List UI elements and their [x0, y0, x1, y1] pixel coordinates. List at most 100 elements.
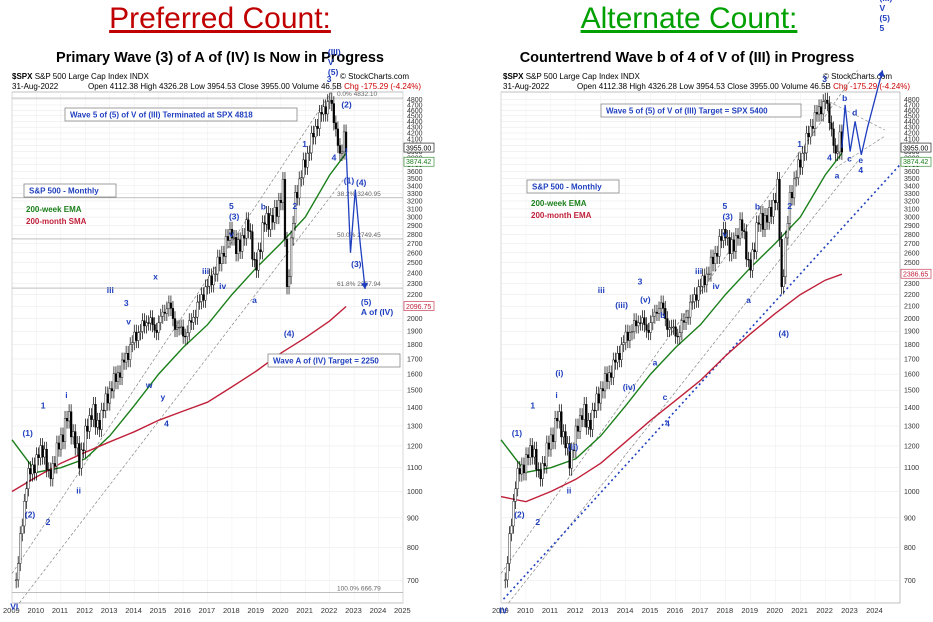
candle-body — [292, 223, 295, 239]
candle-body — [216, 256, 219, 275]
wave-label: 4 — [858, 165, 863, 175]
candle-body — [799, 159, 802, 168]
candle-body — [749, 259, 752, 271]
y-tick-label: 2300 — [904, 281, 920, 288]
candle-body — [718, 236, 721, 257]
candle-body — [88, 415, 91, 432]
candle-body — [53, 463, 56, 467]
y-tick-label: 4800 — [407, 97, 423, 104]
candle-body — [836, 151, 839, 154]
candle-body — [697, 286, 700, 301]
wave-label: (5) — [880, 13, 891, 23]
candle-body — [741, 219, 744, 231]
candle-body — [587, 420, 590, 428]
candle-body — [734, 235, 738, 252]
x-tick-label: 2010 — [517, 606, 534, 615]
sma-tag-box — [900, 268, 932, 279]
candle-body — [198, 301, 201, 303]
wave-label: i — [555, 390, 557, 400]
candle-body — [770, 207, 773, 217]
candle-body — [112, 373, 116, 392]
wave-label: v — [229, 229, 234, 239]
wave-label: (3) — [722, 211, 733, 221]
wave-label: e — [858, 155, 863, 165]
candle-body — [127, 353, 130, 360]
wave-label: y — [161, 392, 166, 402]
candle-body — [15, 579, 18, 581]
low-value-right: Low 3954.53 — [679, 82, 726, 91]
x-tick-label: 2012 — [567, 606, 584, 615]
candle-body — [803, 152, 806, 154]
candle-body — [27, 468, 30, 489]
candle-body — [724, 228, 727, 239]
y-tick-label: 2500 — [904, 260, 920, 267]
candle-body — [255, 259, 258, 271]
y-tick-label: 4200 — [904, 131, 920, 138]
y-tick-label: 2600 — [904, 250, 920, 257]
y-tick-label: 1000 — [407, 489, 423, 496]
x-tick-label: 2013 — [101, 606, 118, 615]
y-tick-label: 1700 — [407, 356, 423, 363]
wave-label: v — [722, 229, 727, 239]
candle-body — [510, 525, 513, 534]
y-tick-label: 2900 — [407, 223, 423, 230]
candle-body — [310, 132, 313, 154]
candle-body — [226, 236, 230, 241]
candle-body — [726, 237, 729, 239]
volume-value: Volume 46.5B — [292, 82, 342, 91]
wave-label: b — [261, 201, 266, 211]
ema-line — [11, 152, 347, 474]
candle-body — [200, 294, 203, 302]
candle-body — [149, 317, 152, 324]
candle-body — [163, 311, 166, 314]
candle-body — [693, 294, 696, 302]
candle-body — [560, 411, 563, 438]
candle-body — [568, 443, 571, 469]
y-tick-label: 1700 — [904, 356, 920, 363]
candle-body — [759, 213, 762, 225]
candle-body — [705, 273, 708, 286]
y-tick-label: 4400 — [904, 119, 920, 126]
candle-body — [177, 326, 181, 329]
candle-body — [522, 464, 526, 474]
candle-body — [653, 311, 656, 317]
y-tick-label: 1200 — [407, 443, 423, 450]
candle-body — [826, 99, 829, 104]
candle-body — [277, 200, 280, 217]
candle-body — [204, 286, 207, 301]
wave-label: 1 — [41, 401, 46, 411]
x-tick-label: 2023 — [345, 606, 362, 615]
wave-label: IV — [499, 605, 507, 615]
x-tick-label: 2009 — [492, 606, 509, 615]
open-value-right: Open 4112.38 — [577, 82, 628, 91]
candle-body — [308, 152, 311, 154]
candle-body — [757, 222, 760, 225]
candle-body — [47, 469, 50, 471]
candle-body — [224, 236, 228, 257]
candle-body — [533, 448, 536, 458]
candle-body — [340, 151, 344, 154]
candle-body — [506, 563, 509, 581]
candle-body — [732, 239, 735, 252]
wave-label: (5) — [361, 297, 372, 307]
wave-label: ii — [76, 485, 81, 495]
y-tick-label: 2700 — [407, 241, 423, 248]
candle-body — [822, 101, 825, 115]
candle-body — [518, 468, 521, 475]
candle-body — [643, 317, 646, 325]
chart-header-line1-right: $SPX S&P 500 Large Cap Index INDX — [503, 72, 640, 81]
change-value-right: Chg -175.29 (-4.24%) — [833, 82, 911, 91]
wave-label: ii — [567, 485, 572, 495]
candle-body — [265, 213, 268, 225]
candle-body — [157, 322, 160, 333]
candle-body — [786, 223, 789, 239]
candle-body — [228, 228, 232, 241]
wave-label: 4 — [827, 152, 832, 162]
candle-body — [220, 253, 223, 264]
wave-label: (ii) — [568, 442, 579, 452]
candle-body — [747, 259, 750, 261]
candle-body — [328, 99, 331, 102]
candle-body — [761, 213, 765, 230]
symbol-label: $SPX — [12, 72, 33, 81]
candle-body — [612, 359, 615, 378]
